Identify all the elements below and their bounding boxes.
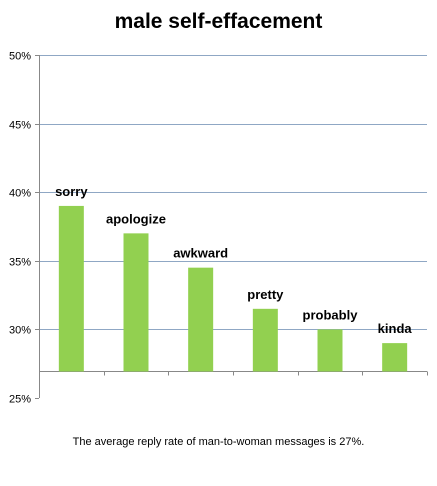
- bar-label-awkward: awkward: [173, 246, 228, 261]
- bar-labels: sorry apologize awkward pretty probably kinda: [55, 184, 412, 336]
- bar-awkward: [188, 267, 214, 372]
- bar-label-kinda: kinda: [378, 321, 413, 336]
- bar-pretty: [252, 308, 278, 372]
- bar-apologize: [123, 233, 149, 372]
- bar-label-pretty: pretty: [247, 287, 284, 302]
- axes: [35, 55, 428, 399]
- y-tick-label: 25%: [9, 394, 31, 406]
- y-tick-label: 30%: [9, 325, 31, 337]
- chart-title: male self-effacement: [114, 10, 323, 33]
- chart-note: The average reply rate of man-to-woman m…: [72, 436, 365, 448]
- bar-probably: [317, 329, 343, 372]
- bar-label-apologize: apologize: [106, 211, 166, 226]
- bar-sorry: [58, 205, 84, 372]
- bar-label-sorry: sorry: [55, 184, 88, 199]
- bar-label-probably: probably: [303, 307, 359, 322]
- y-tick-label: 40%: [9, 188, 31, 200]
- bars: [58, 205, 408, 372]
- y-tick-labels: 25% 30% 35% 40% 45% 50%: [9, 51, 31, 406]
- gridlines: [39, 55, 427, 330]
- y-tick-label: 35%: [9, 257, 31, 269]
- y-tick-label: 50%: [9, 51, 31, 63]
- y-tick-label: 45%: [9, 120, 31, 132]
- bar-kinda: [382, 343, 408, 372]
